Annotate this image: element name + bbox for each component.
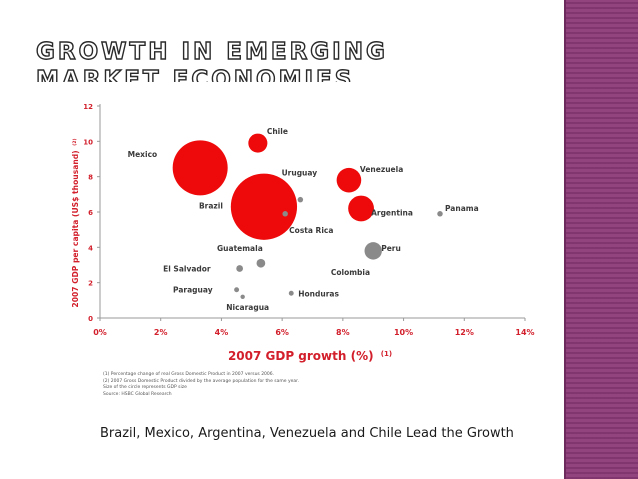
label-el-salvador: El Salvador <box>163 265 211 274</box>
bubble-mexico <box>172 140 228 196</box>
x-tick-label: 10% <box>394 328 413 337</box>
y-tick-label: 10 <box>83 138 93 146</box>
bubble-chart: 0% 2% 4% 6% 8% 10% 12% 14% 0 2 4 6 8 10 12 Mexico Chile… <box>71 103 535 363</box>
label-honduras: Honduras <box>298 289 339 298</box>
bubble-panama <box>437 211 443 217</box>
bubble-brazil <box>230 173 298 240</box>
label-chile: Chile <box>267 127 288 136</box>
label-guatemala: Guatemala <box>217 244 263 253</box>
x-tick-label: 12% <box>455 328 474 337</box>
decorative-side-band <box>564 0 638 479</box>
x-tick-label: 4% <box>215 328 229 337</box>
bubble-el-salvador <box>236 265 244 272</box>
label-venezuela: Venezuela <box>360 165 403 174</box>
x-axis-title: 2007 GDP growth (%) (1) <box>228 349 392 363</box>
bubble-chile <box>248 133 268 153</box>
x-tick-label: 6% <box>275 328 289 337</box>
label-costa-rica: Costa Rica <box>289 226 333 235</box>
label-mexico: Mexico <box>128 150 158 159</box>
bubble-paraguay <box>234 287 240 293</box>
y-tick-label: 4 <box>88 244 93 252</box>
label-paraguay: Paraguay <box>173 286 213 295</box>
bubble-venezuela <box>336 167 362 193</box>
x-tick-label: 8% <box>336 328 350 337</box>
bubble-honduras <box>288 290 294 296</box>
label-panama: Panama <box>445 204 479 213</box>
bubble-costa-rica <box>282 211 288 217</box>
bubble-nicaragua <box>240 294 245 299</box>
chart-note: Size of the circle represents GDP size <box>103 385 187 391</box>
y-tick-label: 0 <box>88 315 93 323</box>
label-uruguay: Uruguay <box>282 169 318 178</box>
slide-caption: Brazil, Mexico, Argentina, Venezuela and… <box>100 426 514 441</box>
label-nicaragua: Nicaragua <box>226 303 269 312</box>
bubble-guatemala <box>256 258 266 268</box>
y-tick-label: 2 <box>88 280 93 288</box>
y-tick-label: 8 <box>88 174 93 182</box>
y-axis-title: 2007 GDP per capita (US$ thousand) (2) <box>71 138 80 307</box>
label-argentina: Argentina <box>371 208 413 217</box>
chart-notes: (1) Percentage change of real Gross Dome… <box>103 372 423 398</box>
x-tick-label: 0% <box>93 328 107 337</box>
chart-note: (1) Percentage change of real Gross Dome… <box>103 372 275 377</box>
label-colombia: Colombia <box>331 268 370 277</box>
label-brazil: Brazil <box>199 202 223 211</box>
bubble-uruguay <box>297 196 304 203</box>
slide-title: Growth in Emerging Market Economies <box>36 38 388 82</box>
bubble-argentina <box>348 195 374 222</box>
label-peru: Peru <box>381 244 401 253</box>
x-tick-label: 14% <box>515 328 534 337</box>
chart-note: Source: HSBC Global Research <box>103 391 172 397</box>
chart-note: (2) 2007 Gross Domestic Product divided … <box>103 378 300 384</box>
x-tick-label: 2% <box>154 328 168 337</box>
bubble-peru <box>364 242 382 260</box>
y-tick-label: 12 <box>83 103 93 111</box>
y-tick-label: 6 <box>88 209 93 217</box>
